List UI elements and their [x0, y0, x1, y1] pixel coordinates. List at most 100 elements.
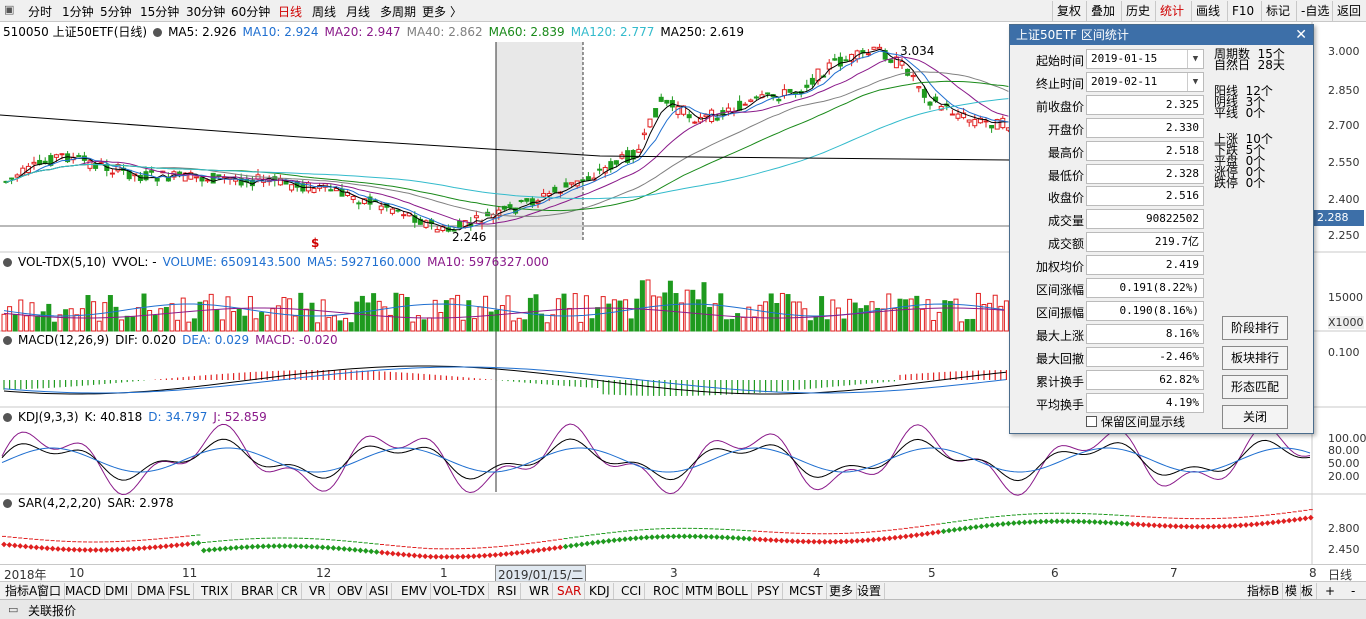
settings-circle-icon[interactable]	[153, 28, 163, 37]
period-tab-multi[interactable]: 多周期	[380, 5, 417, 19]
indicator-tab-trix[interactable]: TRIX	[198, 583, 233, 599]
board-tab[interactable]: 板	[1298, 583, 1318, 599]
period-tab-daily[interactable]: 日线	[278, 5, 303, 19]
candle-body	[658, 96, 664, 102]
statistics-button[interactable]: 统计	[1155, 1, 1188, 21]
related-quote-label[interactable]: 关联报价	[28, 604, 77, 618]
volume-bar	[231, 311, 237, 332]
date-select[interactable]: 2019-02-11 ▼	[1086, 71, 1204, 92]
period-tab-monthly[interactable]: 月线	[346, 5, 371, 19]
indicator-tab-kdj[interactable]: KDJ	[586, 583, 614, 599]
more-chevron-icon[interactable]: 〉	[450, 5, 463, 19]
candle-body	[350, 196, 356, 200]
indicator-tab-mtm[interactable]: MTM	[682, 583, 718, 599]
volume-bar	[1, 313, 7, 332]
field-label: 最大回撤	[1035, 351, 1084, 366]
indicator-tab-asi[interactable]: ASI	[366, 583, 393, 599]
zoom-in-button[interactable]: +	[1325, 584, 1336, 598]
indicator-tab-dmi[interactable]: DMI	[102, 583, 133, 599]
menu-icon[interactable]: ▣	[4, 3, 15, 16]
indicator-tab-cci[interactable]: CCI	[618, 583, 646, 599]
candle-body	[31, 161, 37, 165]
settings-circle-icon[interactable]	[3, 499, 12, 508]
close-icon[interactable]: ✕	[1295, 27, 1307, 43]
chart-canvas[interactable]	[0, 22, 1366, 564]
indicator-tab-sar[interactable]: SAR	[554, 583, 586, 599]
field-label: 平均换手	[1035, 397, 1084, 412]
close-button[interactable]: 关闭	[1222, 405, 1288, 429]
indicator-tab-macd[interactable]: MACD	[62, 583, 105, 599]
candle-body	[361, 198, 367, 204]
indicator-b-tab[interactable]: 指标B	[1244, 583, 1284, 599]
indicator-tab-mcst[interactable]: MCST	[786, 583, 827, 599]
candle-body	[602, 167, 608, 174]
history-button[interactable]: 历史	[1121, 1, 1154, 21]
settings-circle-icon[interactable]	[3, 413, 12, 422]
sector-rank-button[interactable]: 板块排行	[1222, 346, 1288, 370]
kdj-legend: KDJ(9,3,3) K: 40.818 D: 34.797 J: 52.859	[3, 409, 273, 425]
volume-bar	[701, 282, 707, 332]
chevron-down-icon[interactable]: ▼	[1187, 50, 1203, 68]
indicator-tab-boll[interactable]: BOLL	[714, 583, 752, 599]
indicator-tab-roc[interactable]: ROC	[650, 583, 684, 599]
sar-dot	[611, 537, 618, 544]
keep-range-lines-checkbox[interactable]: 保留区间显示线	[1086, 413, 1185, 430]
indicator-tab-brar[interactable]: BRAR	[238, 583, 278, 599]
f10-button[interactable]: F10	[1227, 1, 1258, 21]
indicator-tab--[interactable]: 窗口	[34, 583, 66, 599]
volume-bar	[628, 318, 634, 332]
indicator-tab-emv[interactable]: EMV	[398, 583, 432, 599]
period-tab-more[interactable]: 更多	[422, 5, 447, 19]
time-axis-label: 5	[928, 566, 936, 580]
period-tab-1min[interactable]: 1分钟	[62, 5, 94, 19]
sar-dot	[1113, 520, 1120, 526]
indicator-tab--[interactable]: 更多	[826, 583, 858, 599]
indicator-tab-obv[interactable]: OBV	[334, 583, 367, 599]
indicator-tab-cr[interactable]: CR	[278, 583, 302, 599]
indicator-tab-fsl[interactable]: FSL	[166, 583, 194, 599]
checkbox-box[interactable]	[1086, 416, 1097, 427]
period-tab-5min[interactable]: 5分钟	[100, 5, 132, 19]
sar-dot	[476, 553, 483, 559]
draw-line-button[interactable]: 画线	[1191, 1, 1224, 21]
settings-circle-icon[interactable]	[3, 258, 12, 267]
template-tab[interactable]: 模	[1282, 583, 1302, 599]
period-tab-15min[interactable]: 15分钟	[140, 5, 180, 19]
indicator-tab-wr[interactable]: WR	[526, 583, 554, 599]
indicator-tab-psy[interactable]: PSY	[754, 583, 784, 599]
overlay-button[interactable]: 叠加	[1086, 1, 1119, 21]
settings-circle-icon[interactable]	[3, 336, 12, 345]
indicator-tab-dma[interactable]: DMA	[134, 583, 169, 599]
stage-rank-button[interactable]: 阶段排行	[1222, 316, 1288, 340]
dialog-titlebar[interactable]: 上证50ETF 区间统计 ✕	[1010, 25, 1313, 45]
period-tab-fenshi[interactable]: 分时	[28, 5, 53, 19]
indicator-tab--a[interactable]: 指标A	[2, 583, 42, 599]
sar-dot	[1259, 520, 1266, 527]
fuquan-button[interactable]: 复权	[1052, 1, 1085, 21]
sar-dot	[546, 545, 553, 552]
indicator-tab-vr[interactable]: VR	[306, 583, 330, 599]
sar-dot	[373, 549, 380, 555]
indicator-tab-vol-tdx[interactable]: VOL-TDX	[430, 583, 489, 599]
sar-dot	[670, 533, 677, 540]
volume-bar	[421, 319, 427, 332]
sar-dot	[17, 543, 24, 549]
indicator-tab-rsi[interactable]: RSI	[494, 583, 521, 599]
date-select[interactable]: 2019-01-15 ▼	[1086, 49, 1204, 69]
mark-button[interactable]: 标记	[1261, 1, 1294, 21]
period-tab-30min[interactable]: 30分钟	[186, 5, 226, 19]
candle-body	[776, 98, 782, 102]
price-axis-tick: 3.000	[1328, 45, 1360, 58]
zoom-out-button[interactable]: -	[1351, 584, 1356, 598]
period-tab-60min[interactable]: 60分钟	[231, 5, 271, 19]
quote-window-icon[interactable]: ▭	[8, 603, 19, 616]
chevron-down-icon[interactable]: ▼	[1187, 72, 1203, 91]
sar-dot	[460, 553, 466, 560]
sar-dot	[1178, 523, 1185, 530]
field-value: 0.190(8.16%)	[1086, 300, 1204, 321]
pattern-match-button[interactable]: 形态匹配	[1222, 375, 1288, 399]
back-button[interactable]: 返回	[1332, 1, 1365, 21]
watchlist-button[interactable]: -自选	[1296, 1, 1333, 21]
indicator-tab--[interactable]: 设置	[854, 583, 886, 599]
period-tab-weekly[interactable]: 周线	[312, 5, 337, 19]
